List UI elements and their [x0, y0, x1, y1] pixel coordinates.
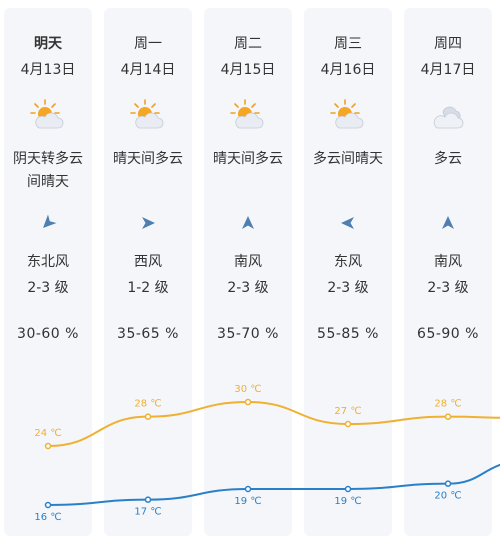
- partly-sunny-icon: [30, 99, 64, 129]
- wind-arrow-icon: [43, 214, 57, 228]
- low-temp-line: [47, 463, 500, 506]
- wind-arrow-icon: [242, 216, 254, 229]
- day-date: 4月17日: [420, 62, 476, 78]
- low-temp-label: 20 ℃: [434, 491, 461, 502]
- high-temp-point: [244, 398, 252, 406]
- condition-text: 晴天间多云: [213, 151, 283, 167]
- humidity: 55-85 %: [317, 326, 379, 342]
- low-temp-label: 17 ℃: [134, 507, 161, 518]
- condition-text: 晴天间多云: [113, 151, 183, 167]
- wind-direction: 东北风: [27, 254, 69, 270]
- low-temp-point: [444, 480, 452, 487]
- forecast-day[interactable]: 周二 4月15日 晴天间多云 南风 2-3 级 35-70 %: [204, 8, 292, 536]
- condition-text: 阴天转多云: [13, 151, 83, 167]
- forecast-day[interactable]: 周四 4月17日 多云 南风 2-3 级 65-90 %: [404, 8, 492, 536]
- partly-sunny-icon: [330, 99, 364, 129]
- high-temp-point: [344, 420, 352, 428]
- forecast-day[interactable]: 周一 4月14日 晴天间多云 西风 1-2 级 35-65 %: [104, 8, 192, 536]
- day-name: 周四: [434, 36, 462, 52]
- condition-text: 多云: [434, 151, 462, 167]
- high-temp-point: [444, 413, 452, 420]
- wind-direction: 南风: [234, 254, 262, 270]
- partly-sunny-icon: [130, 99, 164, 129]
- cloudy-icon: [433, 106, 464, 129]
- wind-arrow-icon: [442, 216, 454, 229]
- high-temp-label: 27 ℃: [334, 406, 361, 417]
- wind-direction: 西风: [134, 254, 162, 270]
- forecast-day[interactable]: 周三 4月16日 多云间晴天 东风 2-3 级 55-85 %: [304, 8, 392, 536]
- wind-level: 2-3 级: [327, 280, 369, 296]
- low-temp-point: [144, 496, 152, 503]
- wind-arrow-icon: [341, 217, 354, 229]
- high-temp-label: 28 ℃: [434, 399, 461, 410]
- wind-direction: 南风: [434, 254, 462, 270]
- wind-level: 2-3 级: [427, 280, 469, 296]
- condition-text: 多云间晴天: [313, 151, 383, 167]
- day-date: 4月14日: [120, 62, 176, 78]
- day-name: 周三: [334, 36, 362, 52]
- high-temp-line: [47, 401, 500, 447]
- low-temp-point: [244, 485, 252, 493]
- wind-direction: 东风: [334, 254, 362, 270]
- high-temp-point: [44, 442, 52, 450]
- wind-level: 1-2 级: [127, 280, 169, 296]
- low-temp-label: 19 ℃: [234, 496, 261, 507]
- day-date: 4月16日: [320, 62, 376, 78]
- low-temp-point: [44, 501, 52, 509]
- wind-level: 2-3 级: [227, 280, 269, 296]
- humidity: 35-70 %: [217, 326, 279, 342]
- day-date: 4月15日: [220, 62, 276, 78]
- condition-text-line2: 间晴天: [27, 174, 69, 190]
- high-temp-label: 28 ℃: [134, 399, 161, 410]
- day-name: 周一: [134, 36, 162, 52]
- high-temp-label: 30 ℃: [234, 384, 261, 395]
- partly-sunny-icon: [230, 99, 264, 129]
- low-temp-label: 19 ℃: [334, 496, 361, 507]
- humidity: 65-90 %: [417, 326, 479, 342]
- day-name: 周二: [234, 36, 262, 52]
- humidity: 35-65 %: [117, 326, 179, 342]
- high-temp-label: 24 ℃: [34, 428, 61, 439]
- low-temp-point: [344, 485, 352, 493]
- wind-level: 2-3 级: [27, 280, 69, 296]
- wind-arrow-icon: [142, 217, 155, 229]
- high-temp-point: [144, 413, 152, 420]
- low-temp-label: 16 ℃: [34, 512, 61, 523]
- day-name: 明天: [34, 36, 62, 52]
- day-date: 4月13日: [20, 62, 76, 78]
- humidity: 30-60 %: [17, 326, 79, 342]
